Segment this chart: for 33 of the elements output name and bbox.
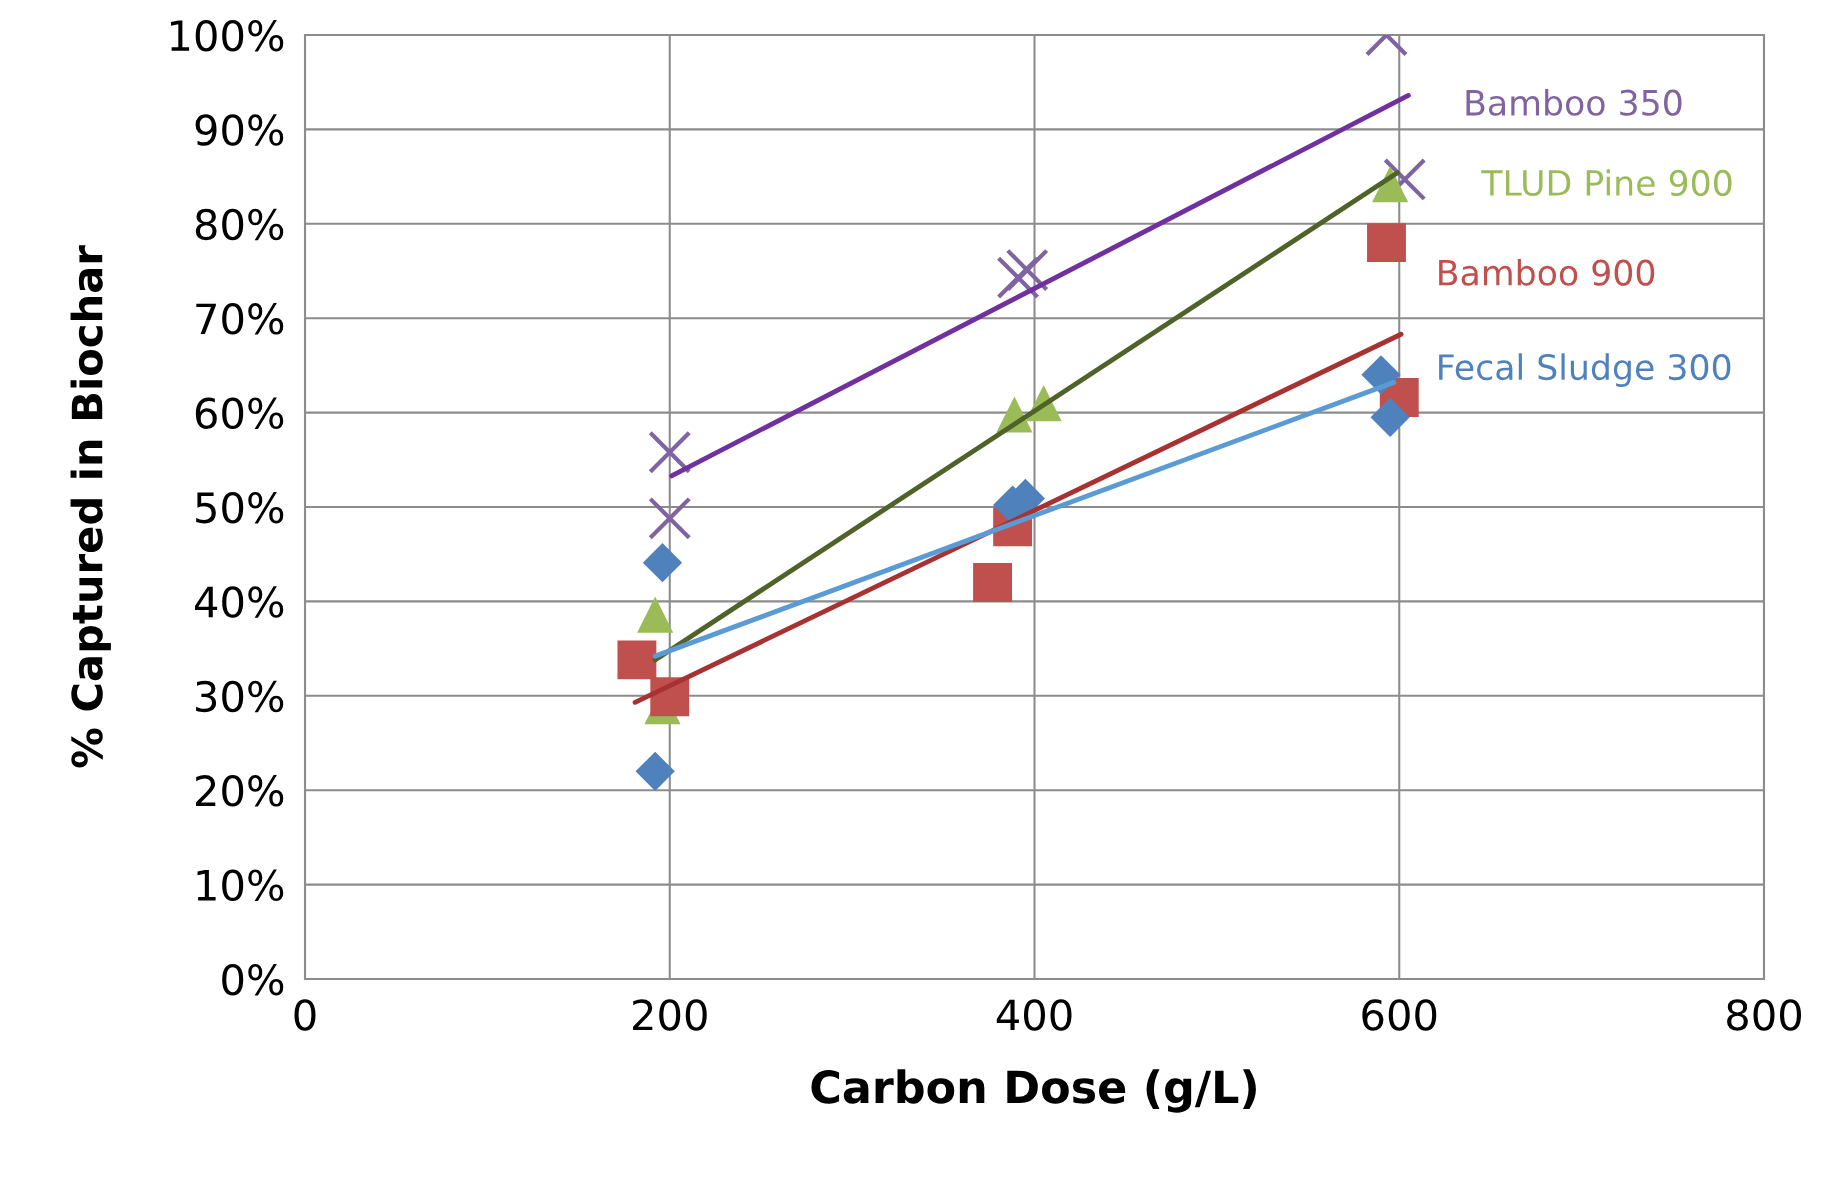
x-tick-label: 0	[294, 999, 316, 1031]
series-label: Bamboo 900	[1439, 258, 1655, 286]
point	[637, 596, 674, 633]
point	[1005, 248, 1049, 292]
y-tick-label: 60%	[195, 397, 284, 430]
x-tick-label: 200	[633, 999, 707, 1031]
point	[1367, 223, 1406, 263]
point	[635, 751, 675, 791]
y-tick-label: 10%	[197, 869, 284, 902]
series-label: Bamboo 350	[1466, 89, 1682, 116]
point	[648, 496, 692, 540]
y-tick-label: 70%	[196, 303, 284, 335]
y-tick-label: 30%	[196, 680, 284, 713]
point	[1370, 397, 1410, 437]
x-tick-label: 600	[1362, 999, 1437, 1031]
point	[996, 256, 1040, 300]
y-tick-label: 40%	[194, 586, 284, 618]
y-tick-label: 20%	[196, 775, 284, 807]
x-tick-label: 400	[996, 999, 1072, 1031]
text: TLUD Pine 900	[1481, 169, 1732, 197]
y-tick-label: 100%	[171, 19, 284, 52]
point	[642, 543, 683, 583]
y-axis-title: % Captured in Biochar	[70, 245, 111, 768]
series-label: Fecal Sludge 300	[1439, 353, 1731, 387]
point	[973, 563, 1012, 602]
point	[648, 430, 692, 474]
y-tick-label: 80%	[195, 208, 284, 241]
y-tick-label: 50%	[196, 491, 284, 524]
y-tick-label: 0%	[222, 963, 284, 996]
x-axis-title: Carbon Dose (g/L)	[811, 1069, 1256, 1113]
y-tick-label: 90%	[195, 114, 284, 146]
x-tick-label: 800	[1727, 999, 1801, 1031]
point	[617, 640, 657, 680]
